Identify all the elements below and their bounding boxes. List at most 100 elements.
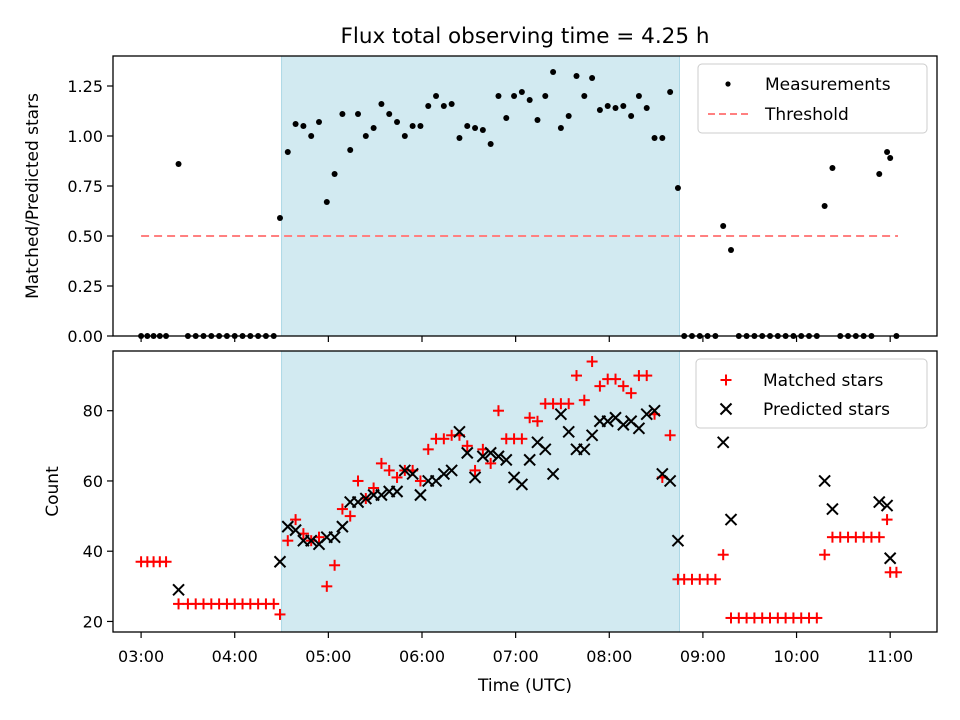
measurement-point: [292, 121, 299, 127]
predicted-point: [492, 450, 505, 463]
x-tick-label: 04:00: [212, 647, 258, 666]
predicted-point: [304, 534, 318, 547]
cross-b: [351, 495, 365, 509]
predicted-point: [359, 492, 373, 505]
y-tick-label: 0.00: [67, 327, 103, 346]
matched-point: [717, 549, 729, 561]
measurement-point: [378, 101, 385, 107]
top-x-ticks: [140, 336, 891, 342]
cross-b: [406, 467, 419, 481]
bottom-legend: Matched stars Predicted stars: [695, 358, 928, 429]
predicted-point: [437, 467, 451, 481]
observing-span-top: [281, 55, 680, 337]
measurement-point: [635, 93, 642, 99]
cross-b: [601, 415, 614, 428]
measurement-point: [479, 127, 486, 133]
matched-point: [531, 415, 543, 427]
x-tick-label: 11:00: [867, 647, 913, 666]
cross-b: [289, 523, 302, 537]
matched-point: [469, 464, 481, 476]
measurement-point: [821, 203, 828, 209]
cross-b: [883, 552, 897, 565]
predicted-point: [390, 485, 404, 498]
measurement-point: [612, 105, 619, 111]
matched-point: [461, 440, 473, 452]
predicted-point: [873, 495, 886, 509]
measurement-point: [674, 185, 681, 191]
measurement-point: [728, 247, 734, 253]
matched-point: [268, 598, 280, 610]
measurement-point: [331, 171, 338, 177]
matched-point: [625, 387, 637, 399]
measurement-point: [720, 223, 727, 229]
cross-b: [398, 464, 412, 477]
y-tick-label: 1.25: [67, 77, 103, 96]
bottom-x-ticks: 03:00 04:00 05:00 06:00 07:00 08:00 09:00 10:00…: [118, 632, 913, 666]
predicted-point: [484, 446, 497, 460]
predicted-point: [818, 474, 831, 488]
cross-b: [328, 530, 341, 544]
cross-b: [484, 446, 497, 460]
cross-b: [826, 502, 839, 516]
matched-point: [329, 559, 341, 571]
measurement-point: [651, 135, 658, 141]
matched-point: [290, 514, 302, 526]
cross-b: [414, 488, 427, 502]
cross-b: [724, 513, 738, 526]
predicted-point: [414, 488, 427, 502]
cross-b: [390, 485, 404, 498]
bottom-y-ticks: 20 40 60 80: [83, 402, 113, 631]
cross-b: [476, 450, 490, 463]
x-tick-label: 07:00: [493, 647, 539, 666]
y-tick-label: 80: [83, 402, 103, 421]
matched-point: [594, 380, 606, 392]
matched-point: [422, 443, 434, 455]
measurement-point: [620, 103, 627, 109]
measurement-point: [347, 147, 354, 153]
measurement-point: [604, 103, 611, 109]
cross-b: [562, 425, 575, 438]
matched-point: [610, 373, 622, 385]
cross-b: [437, 467, 451, 481]
measurement-point: [876, 171, 883, 177]
y-tick-label: 0.25: [67, 277, 103, 296]
measurement-point: [362, 133, 369, 139]
measurement-point: [557, 125, 564, 131]
measurement-point: [401, 133, 408, 139]
predicted-point: [468, 471, 482, 484]
cross-b: [359, 492, 373, 505]
legend-matched-marker: [720, 374, 732, 386]
measurement-point: [386, 111, 393, 117]
predicted-point: [453, 425, 466, 438]
y-tick-label: 1.00: [67, 127, 103, 146]
cross-b: [375, 488, 388, 502]
top-legend: Measurements Threshold: [697, 63, 928, 134]
legend-measurements-marker: [725, 81, 731, 87]
measurement-point: [596, 107, 603, 113]
matched-point: [173, 598, 185, 610]
measurement-point: [487, 141, 494, 147]
measurement-point: [887, 155, 894, 161]
measurement-point: [433, 93, 440, 99]
predicted-point: [585, 429, 599, 442]
measurement-point: [323, 199, 330, 205]
matched-point: [890, 566, 902, 578]
measurement-point: [409, 123, 416, 129]
predicted-point: [500, 453, 513, 467]
matched-point: [391, 471, 403, 483]
cross-b: [719, 402, 733, 416]
predicted-point: [632, 422, 646, 435]
measurement-point: [316, 119, 322, 125]
matched-point: [336, 503, 348, 515]
cross-b: [492, 450, 505, 463]
predicted-point: [406, 467, 419, 481]
measurement-point: [472, 125, 479, 131]
matched-point: [664, 429, 676, 441]
predicted-point: [883, 552, 897, 565]
x-tick-label: 08:00: [586, 647, 632, 666]
cross-b: [273, 555, 287, 568]
predicted-point: [554, 408, 568, 421]
y-tick-label: 20: [83, 612, 103, 631]
top-y-ticks: 0.00 0.25 0.50 0.75 1.00 1.25: [67, 77, 113, 346]
predicted-point: [546, 467, 560, 481]
